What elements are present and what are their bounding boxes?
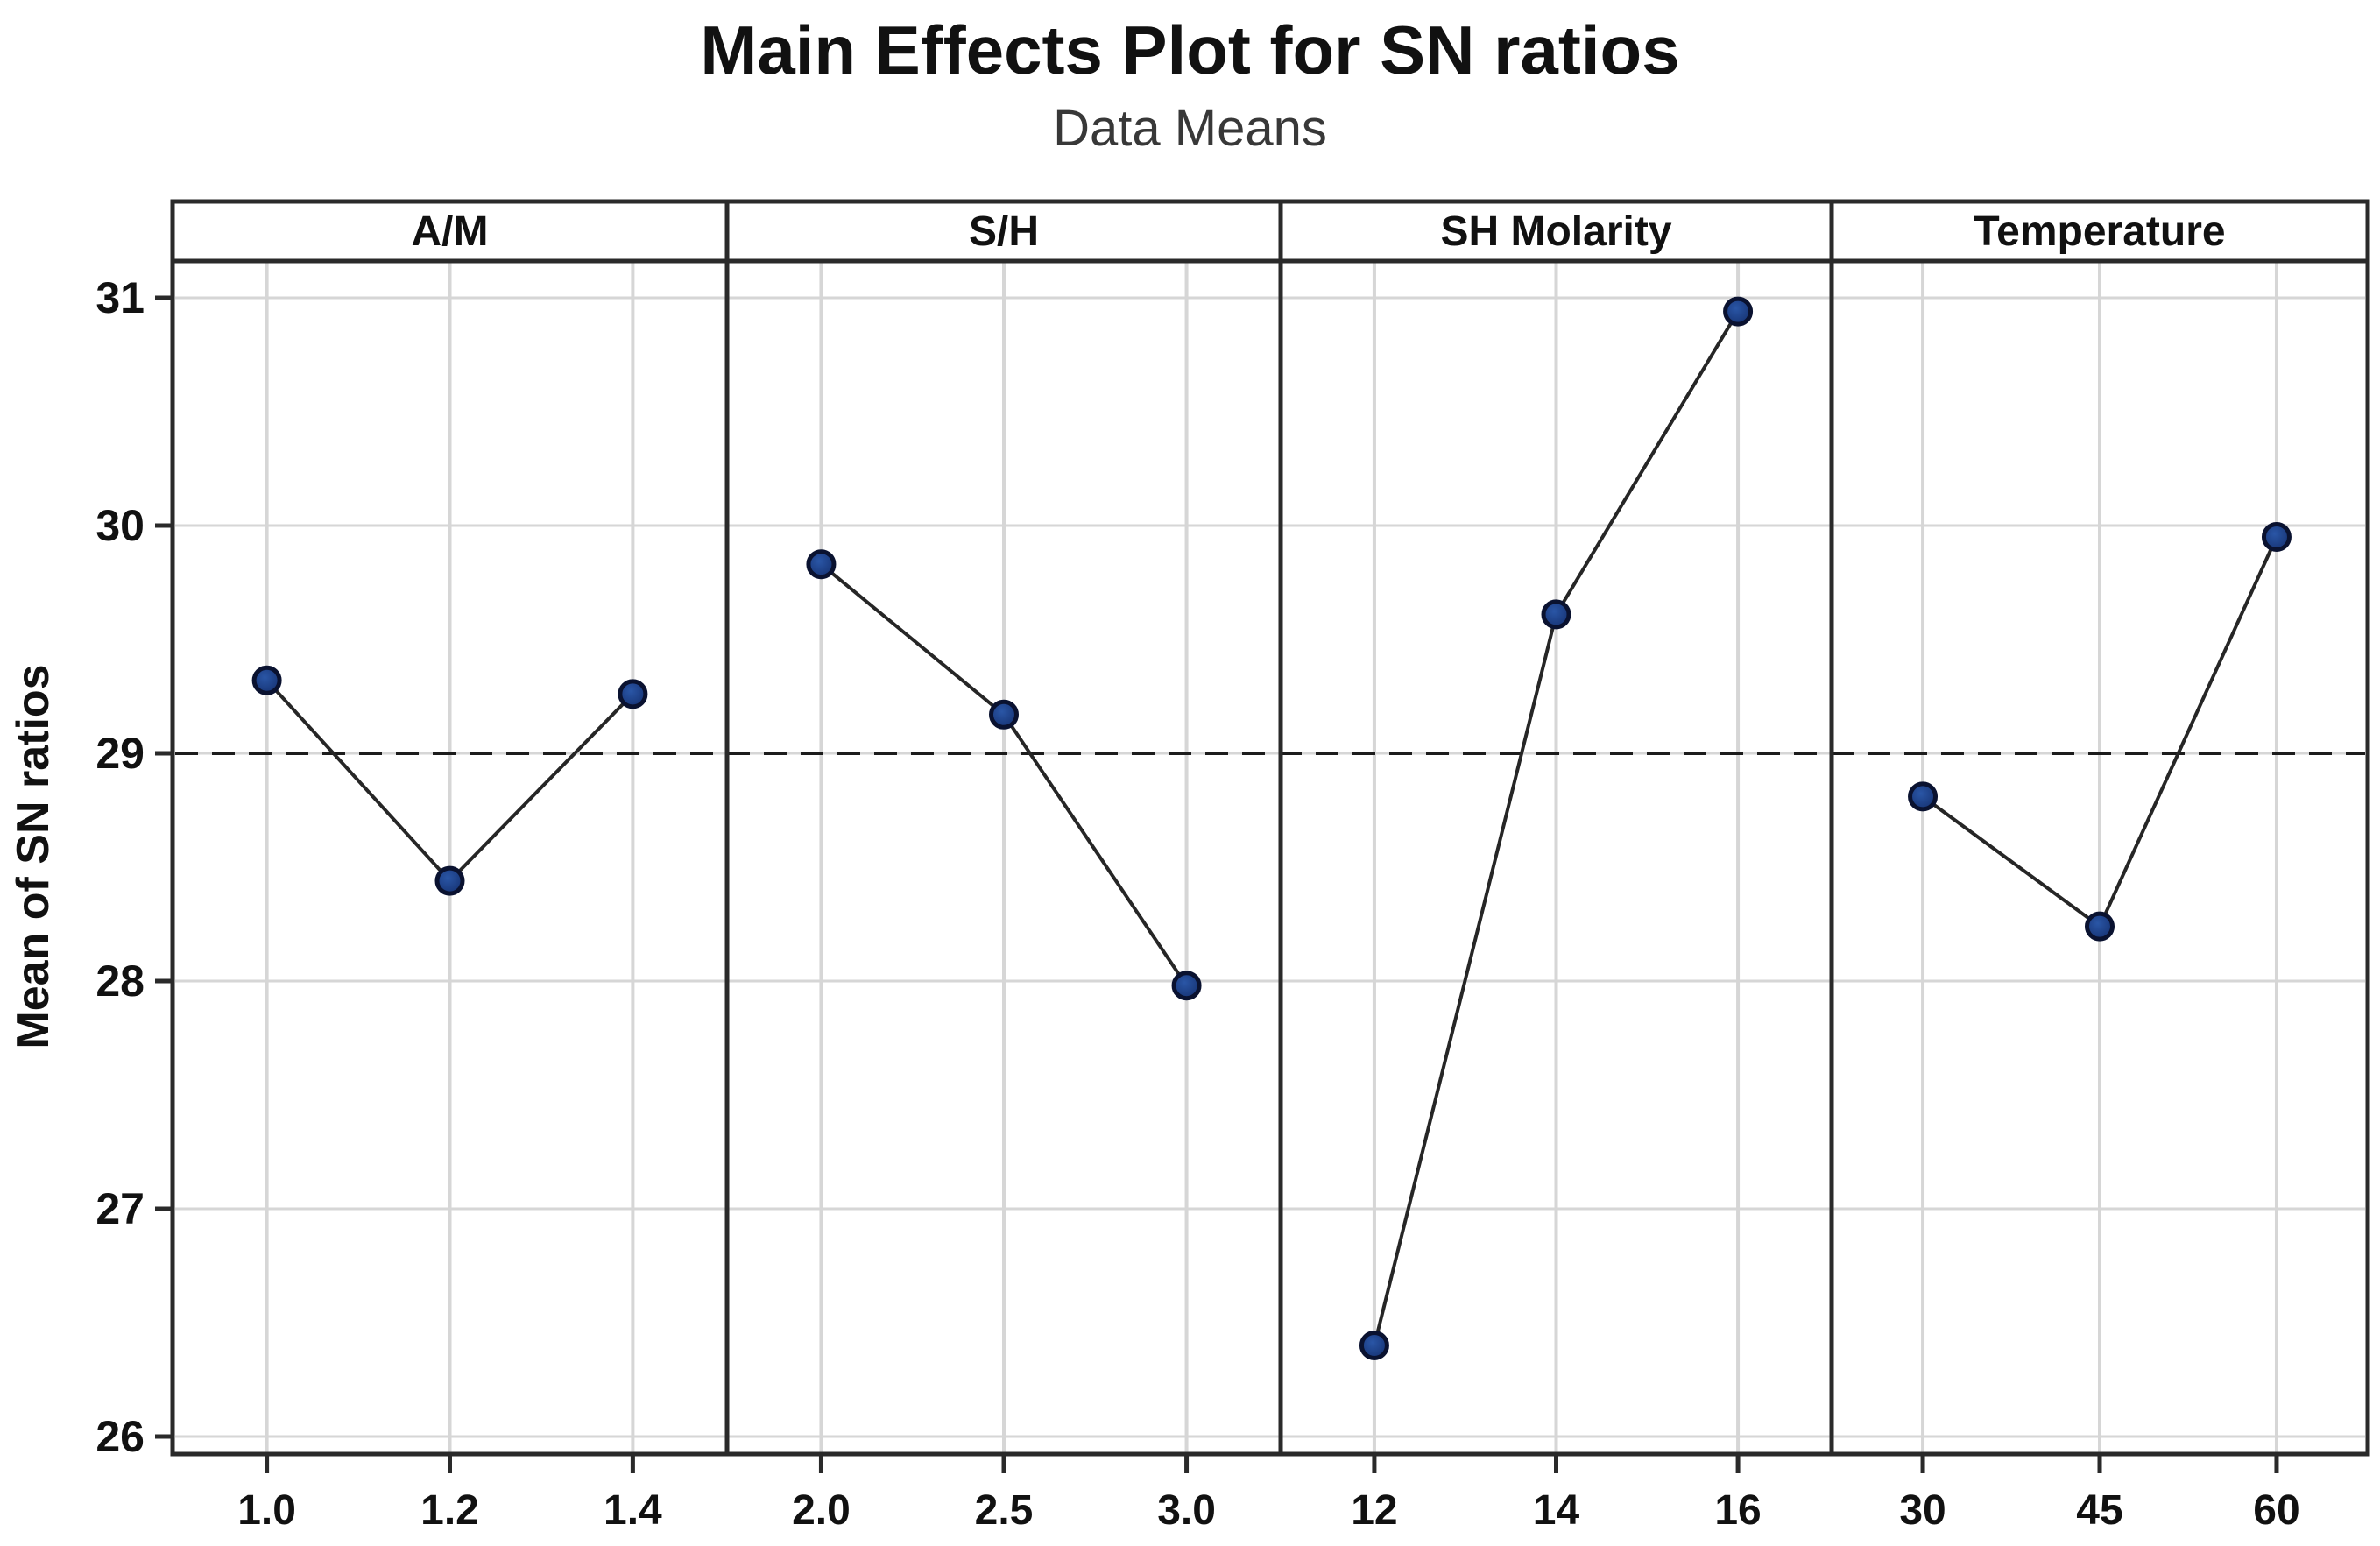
x-tick-label: 16: [1714, 1487, 1761, 1534]
chart-subtitle: Data Means: [1053, 100, 1327, 157]
y-tick-label: 29: [95, 729, 145, 778]
x-tick-label: 45: [2076, 1487, 2122, 1534]
y-tick-label: 27: [95, 1184, 145, 1233]
x-tick-label: 1.4: [604, 1487, 662, 1534]
x-tick-label: 12: [1351, 1487, 1397, 1534]
panel-header-label: S/H: [969, 208, 1039, 255]
y-tick-label: 28: [95, 957, 145, 1006]
x-tick-label: 30: [1899, 1487, 1946, 1534]
x-tick-label: 2.0: [792, 1487, 851, 1534]
x-tick-label: 1.0: [237, 1487, 296, 1534]
y-tick-label: 31: [95, 273, 145, 322]
data-point-marker: [1171, 971, 1202, 1001]
panel-header-label: A/M: [412, 208, 489, 255]
panel-header-label: SH Molarity: [1440, 208, 1671, 255]
panel-header-label: Temperature: [1974, 208, 2225, 255]
data-point-marker: [251, 665, 282, 695]
data-point-marker: [806, 549, 837, 580]
chart-title: Main Effects Plot for SN ratios: [700, 11, 1680, 88]
x-tick-label: 1.2: [420, 1487, 479, 1534]
data-point-marker: [1541, 599, 1571, 630]
x-tick-label: 14: [1533, 1487, 1580, 1534]
data-point-marker: [1908, 781, 1939, 812]
data-point-marker: [2261, 522, 2292, 552]
data-point-marker: [1723, 296, 1754, 327]
data-point-marker: [618, 679, 648, 709]
data-point-marker: [989, 699, 1019, 730]
y-tick-label: 26: [95, 1412, 145, 1461]
data-point-marker: [434, 865, 465, 896]
x-tick-label: 3.0: [1157, 1487, 1216, 1534]
x-tick-label: 60: [2253, 1487, 2299, 1534]
y-tick-label: 30: [95, 501, 145, 550]
data-point-marker: [2085, 911, 2115, 942]
x-tick-label: 2.5: [975, 1487, 1034, 1534]
data-point-marker: [1359, 1331, 1389, 1360]
plot-frame: [170, 199, 2370, 1457]
